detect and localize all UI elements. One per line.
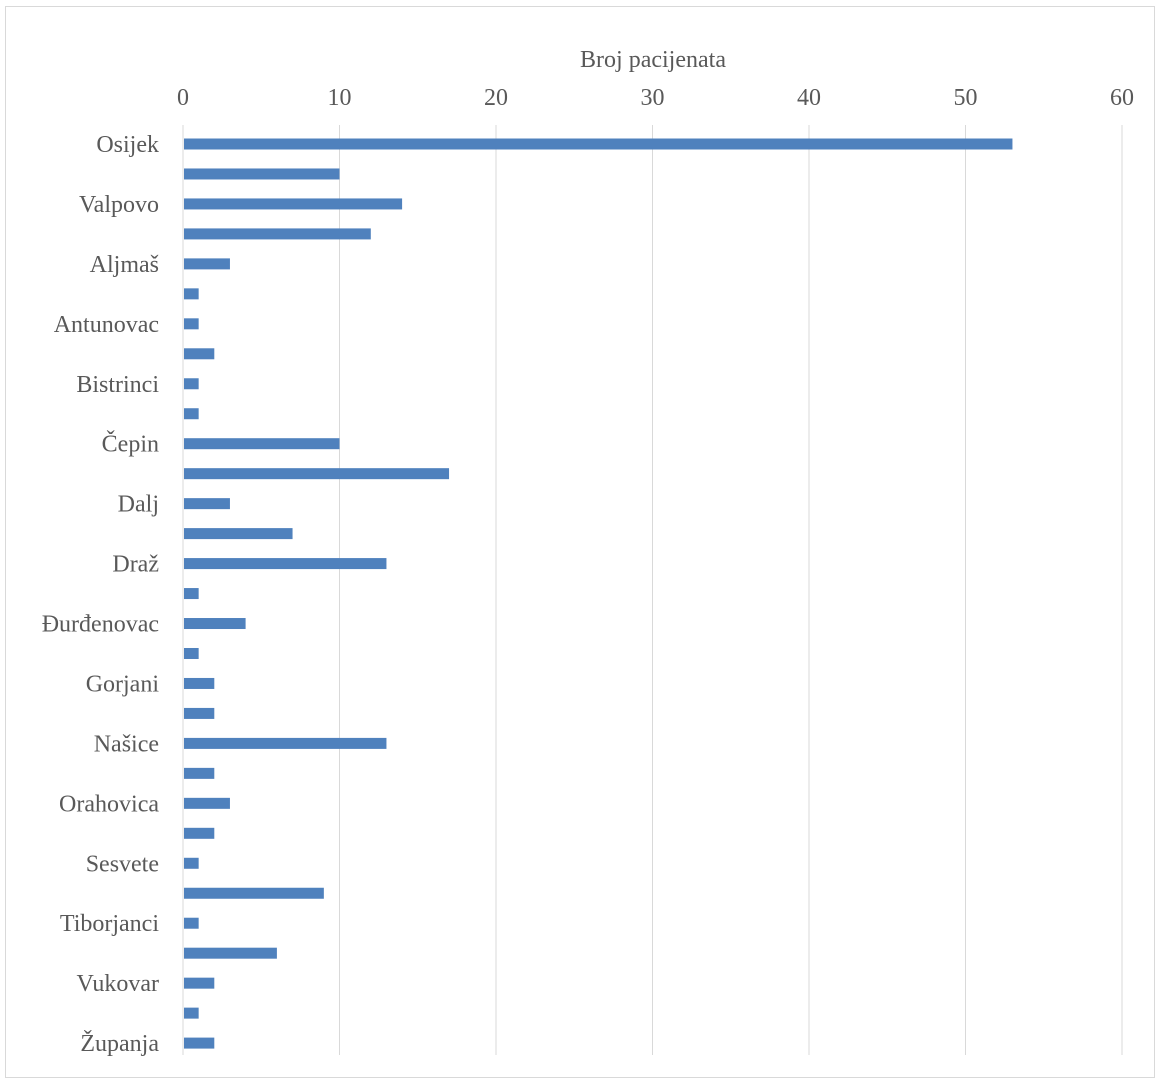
x-tick-label: 20	[484, 85, 508, 111]
x-tick-label: 10	[328, 85, 352, 111]
bar	[184, 408, 199, 420]
x-axis-title: Broj pacijenata	[580, 47, 726, 73]
bar	[184, 558, 387, 570]
bar	[184, 498, 230, 510]
bars	[184, 138, 1013, 1049]
bar	[184, 737, 387, 749]
bar	[184, 588, 199, 600]
bar	[184, 707, 215, 719]
category-label: Bistrinci	[76, 372, 159, 398]
bar	[184, 528, 293, 540]
bar	[184, 438, 340, 450]
x-tick-label: 30	[641, 85, 665, 111]
chart-frame	[5, 6, 1155, 1078]
x-tick-label: 0	[177, 85, 189, 111]
bar	[184, 258, 230, 270]
x-tick-label: 60	[1110, 85, 1134, 111]
x-tick-label: 40	[797, 85, 821, 111]
bar	[184, 887, 324, 899]
bar	[184, 947, 277, 959]
gridlines	[182, 125, 1123, 1055]
category-label: Draž	[112, 552, 159, 578]
category-label: Našice	[94, 731, 159, 757]
x-tick-label: 50	[954, 85, 978, 111]
bar	[184, 767, 215, 779]
category-label: Gorjani	[86, 671, 160, 697]
category-label: Vukovar	[76, 971, 159, 997]
category-label: Čepin	[102, 431, 159, 458]
bar	[184, 348, 215, 360]
category-label: Županja	[80, 1031, 159, 1057]
bar	[184, 138, 1013, 150]
x-axis-ticks: 0 10 20 30 40 50 60	[177, 85, 1134, 111]
bar	[184, 1007, 199, 1019]
bar	[184, 318, 199, 330]
category-label: Valpovo	[79, 192, 159, 218]
bar	[184, 677, 215, 689]
bar	[184, 1037, 215, 1049]
bar	[184, 378, 199, 390]
category-label: Osijek	[96, 132, 159, 158]
bar	[184, 857, 199, 869]
bar	[184, 168, 340, 180]
category-label: Dalj	[118, 492, 159, 518]
bar	[184, 198, 403, 210]
bar	[184, 288, 199, 300]
bar	[184, 618, 246, 630]
bar	[184, 228, 371, 240]
category-labels: Osijek Valpovo Aljmaš Antunovac Bistrinci Čep…	[42, 132, 160, 1057]
bar	[184, 977, 215, 989]
bar	[184, 827, 215, 839]
bar	[184, 468, 450, 480]
category-label: Antunovac	[54, 312, 159, 338]
category-label: Đurđenovac	[42, 612, 159, 638]
category-label: Sesvete	[86, 851, 159, 877]
category-label: Orahovica	[59, 791, 159, 817]
bar	[184, 917, 199, 929]
bar	[184, 797, 230, 809]
category-label: Aljmaš	[90, 252, 159, 278]
category-label: Tiborjanci	[60, 911, 159, 937]
bar	[184, 647, 199, 659]
